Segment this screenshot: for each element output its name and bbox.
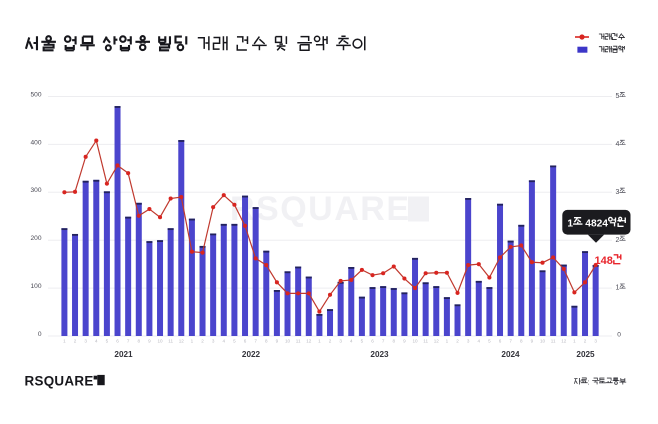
svg-text:6: 6 — [244, 338, 247, 343]
svg-text:11: 11 — [168, 338, 173, 343]
svg-text:6: 6 — [371, 338, 374, 343]
svg-text:1: 1 — [573, 338, 576, 343]
svg-text:3: 3 — [84, 338, 87, 343]
svg-text:10: 10 — [412, 338, 418, 343]
svg-text:7: 7 — [382, 338, 385, 343]
svg-text:12: 12 — [434, 338, 440, 343]
svg-text:148: 148 — [595, 255, 613, 267]
svg-text:4: 4 — [95, 338, 98, 343]
svg-text:9: 9 — [276, 338, 279, 343]
svg-text:2024: 2024 — [501, 350, 520, 359]
svg-text:9: 9 — [403, 338, 406, 343]
svg-text:RSQUARE: RSQUARE — [25, 373, 94, 388]
svg-text:500: 500 — [30, 91, 41, 98]
svg-text:8: 8 — [520, 338, 523, 343]
svg-text:7: 7 — [127, 338, 130, 343]
svg-text:6: 6 — [499, 338, 502, 343]
svg-text:6: 6 — [116, 338, 119, 343]
svg-text:2025: 2025 — [576, 350, 595, 359]
svg-text:1: 1 — [567, 218, 573, 229]
svg-text:1: 1 — [191, 338, 194, 343]
svg-text:1: 1 — [446, 338, 449, 343]
svg-text:11: 11 — [296, 338, 301, 343]
svg-text:9: 9 — [148, 338, 151, 343]
svg-text:3: 3 — [212, 338, 215, 343]
svg-text:10: 10 — [285, 338, 291, 343]
svg-text:5: 5 — [106, 338, 109, 343]
svg-text:0: 0 — [617, 331, 621, 338]
svg-text:2021: 2021 — [114, 350, 133, 359]
svg-text:5: 5 — [616, 93, 620, 100]
svg-text:2022: 2022 — [242, 350, 261, 359]
svg-text:2: 2 — [74, 338, 77, 343]
svg-text:3: 3 — [594, 338, 597, 343]
svg-text:100: 100 — [30, 283, 41, 290]
svg-text::: : — [588, 377, 590, 386]
svg-text:5: 5 — [361, 338, 364, 343]
svg-text:RSQUARE: RSQUARE — [230, 190, 411, 228]
svg-text:12: 12 — [306, 338, 312, 343]
svg-text:1: 1 — [63, 338, 66, 343]
svg-text:4824: 4824 — [585, 218, 608, 229]
svg-text:2: 2 — [616, 237, 620, 244]
svg-text:8: 8 — [265, 338, 268, 343]
svg-text:1: 1 — [318, 338, 321, 343]
svg-text:2: 2 — [329, 338, 332, 343]
svg-text:9: 9 — [531, 338, 534, 343]
svg-text:12: 12 — [179, 338, 185, 343]
svg-text:5: 5 — [233, 338, 236, 343]
svg-text:3: 3 — [616, 189, 620, 196]
svg-text:7: 7 — [509, 338, 512, 343]
svg-text:0: 0 — [38, 331, 42, 338]
svg-text:7: 7 — [254, 338, 257, 343]
svg-text:400: 400 — [30, 139, 41, 146]
svg-text:8: 8 — [137, 338, 140, 343]
svg-text:4: 4 — [222, 338, 225, 343]
svg-text:300: 300 — [30, 187, 41, 194]
svg-text:11: 11 — [423, 338, 428, 343]
svg-text:4: 4 — [616, 141, 620, 148]
svg-text:3: 3 — [467, 338, 470, 343]
svg-text:2: 2 — [456, 338, 459, 343]
svg-text:2023: 2023 — [370, 350, 389, 359]
svg-text:1: 1 — [616, 285, 620, 292]
svg-text:10: 10 — [540, 338, 546, 343]
svg-text:10: 10 — [157, 338, 163, 343]
svg-text:8: 8 — [392, 338, 395, 343]
svg-text:3: 3 — [339, 338, 342, 343]
svg-text:11: 11 — [551, 338, 556, 343]
svg-text:200: 200 — [30, 235, 41, 242]
svg-text:2: 2 — [201, 338, 204, 343]
svg-text:4: 4 — [477, 338, 480, 343]
svg-text:5: 5 — [488, 338, 491, 343]
svg-text:2: 2 — [584, 338, 587, 343]
svg-text:12: 12 — [561, 338, 567, 343]
svg-text:4: 4 — [350, 338, 353, 343]
